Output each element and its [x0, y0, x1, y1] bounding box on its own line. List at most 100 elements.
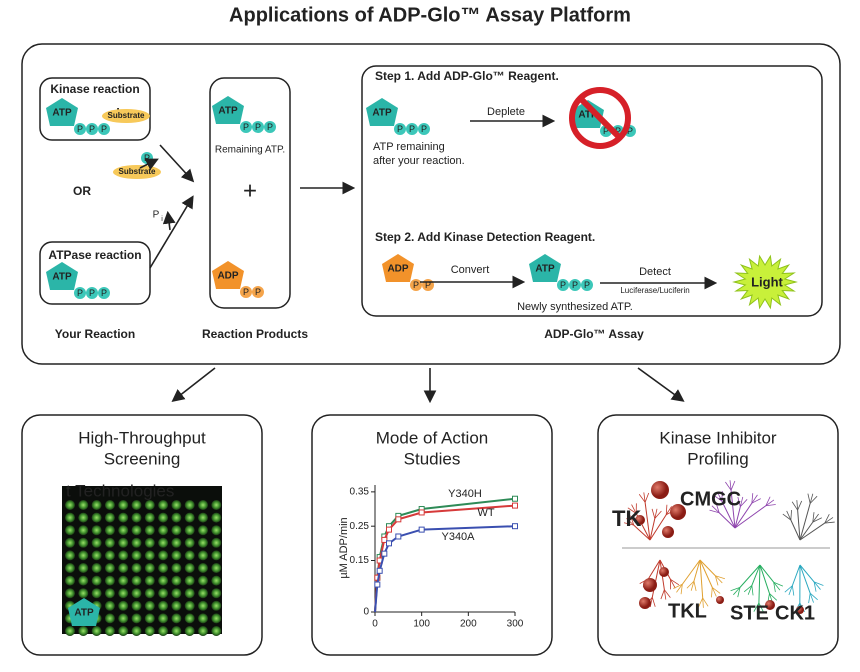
branch — [813, 581, 817, 592]
well — [171, 613, 182, 624]
point — [374, 581, 381, 588]
branch — [651, 508, 656, 519]
well — [211, 575, 222, 586]
well — [131, 500, 142, 510]
label: Your Reaction — [55, 327, 135, 341]
point — [418, 526, 425, 533]
well — [65, 575, 75, 586]
point — [386, 540, 392, 547]
label: P — [409, 124, 415, 134]
phosphate — [74, 123, 86, 135]
well — [198, 500, 208, 510]
well — [158, 525, 169, 536]
well — [184, 512, 195, 523]
well — [144, 525, 155, 536]
well — [198, 537, 208, 548]
branch — [758, 602, 764, 613]
label: OR — [73, 184, 91, 198]
branch — [730, 490, 736, 529]
well — [131, 575, 142, 586]
branch — [784, 585, 793, 593]
well — [171, 525, 182, 536]
assay-box — [361, 65, 823, 317]
branch — [797, 500, 803, 511]
well — [118, 563, 129, 573]
label: ATP — [74, 608, 94, 619]
well — [118, 613, 129, 624]
well — [211, 512, 222, 523]
branch — [715, 575, 725, 580]
label: P — [267, 122, 273, 132]
inhibitor-dot — [662, 526, 674, 538]
label: ATP remaining — [373, 141, 445, 153]
inhibitor-dot — [670, 504, 686, 520]
atpase-box — [39, 241, 151, 305]
arrow — [139, 158, 159, 171]
label: Luciferase/Luciferin — [620, 286, 689, 295]
label: P — [584, 280, 590, 290]
well — [198, 575, 208, 586]
point — [381, 536, 388, 543]
well — [118, 537, 129, 548]
well — [104, 588, 115, 599]
well — [131, 588, 142, 599]
phosphate — [98, 123, 110, 135]
panel — [311, 414, 553, 656]
molecule — [212, 261, 244, 289]
well — [104, 626, 115, 636]
label: P — [615, 126, 621, 136]
well — [158, 600, 169, 611]
kinase-box — [39, 77, 151, 141]
branch — [702, 597, 704, 608]
branch — [740, 499, 748, 507]
branch — [753, 602, 760, 612]
well — [158, 500, 169, 510]
group-label: CK1 — [775, 602, 815, 624]
branch — [699, 559, 704, 598]
well — [104, 500, 115, 510]
group-label: STE — [730, 602, 769, 624]
well — [104, 537, 115, 548]
well — [144, 613, 155, 624]
branch — [788, 585, 793, 596]
branch — [643, 492, 646, 503]
label: P — [421, 124, 427, 134]
well — [184, 500, 195, 510]
well — [91, 512, 102, 523]
inhibitor-dot — [635, 515, 645, 525]
molecule — [212, 96, 244, 124]
branch — [717, 491, 723, 502]
group-label: TK — [612, 506, 641, 531]
branch — [799, 522, 826, 541]
y-axis-label: µM ADP/min — [338, 517, 350, 578]
branch — [765, 504, 776, 507]
branch — [797, 510, 801, 541]
y-tick-label: 0 — [363, 607, 369, 618]
branch — [739, 496, 744, 507]
well — [91, 500, 102, 510]
label: P — [101, 288, 107, 298]
well — [118, 500, 129, 510]
label: P — [243, 287, 249, 297]
well — [198, 600, 208, 611]
branch — [673, 583, 683, 589]
branch — [729, 480, 732, 491]
phosphate — [410, 279, 422, 291]
inhibitor-dot — [716, 596, 724, 604]
branch — [730, 480, 736, 491]
well — [211, 613, 222, 624]
well — [78, 563, 89, 573]
label: Substrate — [119, 167, 156, 176]
well — [144, 588, 155, 599]
well — [158, 550, 169, 561]
label: Deplete — [487, 106, 525, 118]
well — [118, 525, 129, 536]
molecule — [68, 598, 100, 626]
well — [91, 575, 102, 586]
branch — [649, 518, 656, 541]
well — [65, 550, 75, 561]
branch — [813, 581, 821, 590]
label: P — [560, 280, 566, 290]
branch — [690, 581, 695, 591]
